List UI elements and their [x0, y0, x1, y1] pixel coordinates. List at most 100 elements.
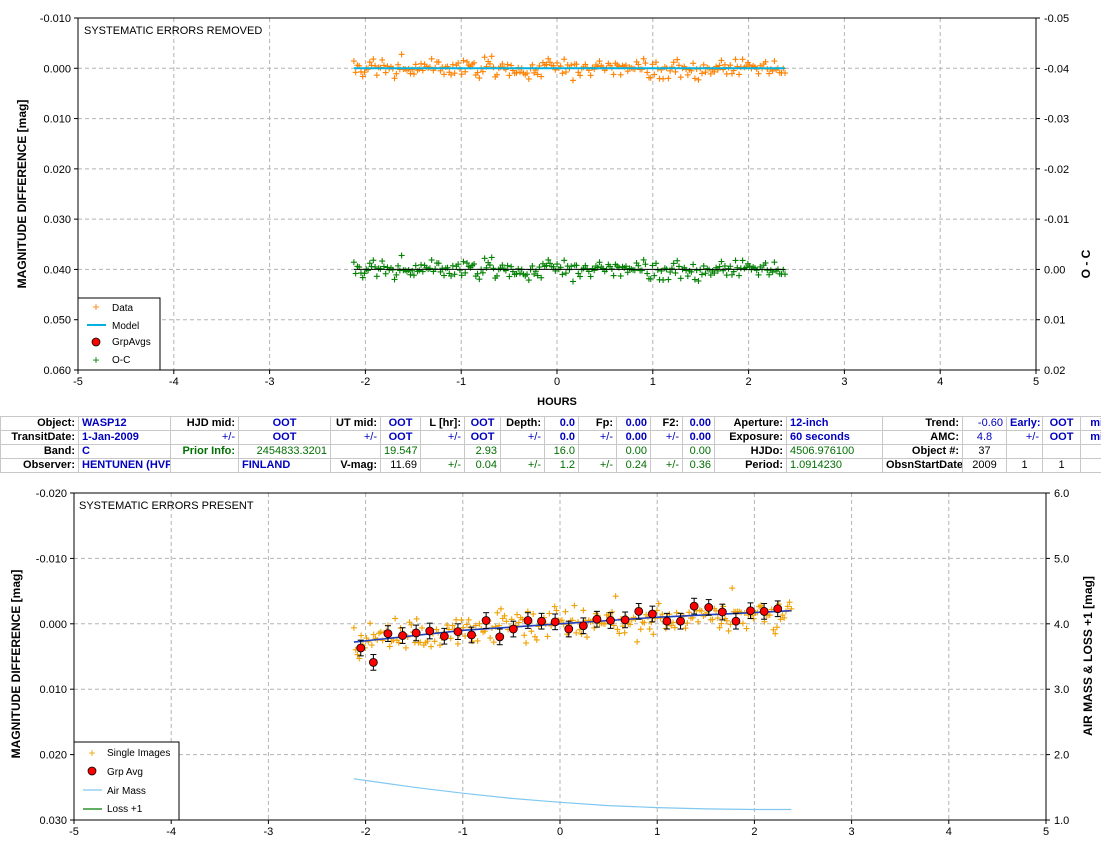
bottom-y2-axis-label: AIR MASS & LOSS +1 [mag] — [1081, 576, 1095, 736]
info-cell: TransitDate: — [0, 430, 79, 445]
info-cell: Band: — [0, 444, 79, 459]
x-tick-label: 4 — [937, 376, 943, 388]
grp-avg-point — [620, 615, 630, 625]
top-plot-frame — [77, 17, 1037, 371]
info-cell: C — [78, 444, 171, 459]
info-cell: 2.93 — [464, 444, 501, 459]
info-cell: OOT — [380, 430, 421, 445]
info-cell: UT mid: — [330, 416, 381, 431]
y2-tick-label: -0.01 — [1044, 214, 1069, 226]
grp-avg-point — [773, 604, 783, 614]
bottom-legend: + Single Images Grp Avg Air Mass Loss +1 — [73, 741, 180, 821]
grp-avg-point — [398, 631, 407, 640]
x-tick-label: -3 — [264, 826, 274, 838]
info-cell: Object: — [0, 416, 79, 431]
top-legend-marker-oc: + — [92, 353, 99, 367]
y-tick-label: 0.000 — [39, 619, 67, 631]
grp-avg-point — [578, 621, 588, 631]
bottom-y-axis-label: MAGNITUDE DIFFERENCE [mag] — [9, 570, 23, 759]
info-cell: 19.547 — [380, 444, 421, 459]
info-cell: +/- — [500, 430, 545, 445]
x-tick-label: -5 — [69, 826, 79, 838]
bottom-legend-label-single: Single Images — [107, 748, 170, 759]
top-legend-label-grpavgs: GrpAvgs — [112, 337, 151, 348]
observation-info-table: Object: WASP12 HJD mid: OOT UT mid: OOT L [hr]… — [0, 416, 1101, 473]
grp-avg-point — [689, 601, 699, 611]
info-cell: min — [1080, 416, 1101, 431]
info-cell: Depth: — [500, 416, 545, 431]
info-cell — [420, 444, 465, 459]
y-tick-label: 0.060 — [43, 365, 71, 377]
info-cell: 0.00 — [682, 416, 715, 431]
x-tick-label: 1 — [654, 826, 660, 838]
info-cell: V-mag: — [330, 458, 381, 473]
info-cell: Observer: — [0, 458, 79, 473]
y-tick-label: 0.010 — [43, 114, 71, 126]
grp-avg-point — [368, 657, 378, 667]
grp-avg-point — [508, 624, 518, 634]
x-tick-label: 3 — [849, 826, 855, 838]
y-tick-label: 0.030 — [39, 815, 67, 827]
info-row: TransitDate: 1-Jan-2009 +/- OOT +/- OOT +/- OOT… — [0, 430, 1101, 445]
grp-avg-point — [453, 627, 463, 637]
info-cell: -0.60 — [962, 416, 1007, 431]
info-cell: OOT — [238, 416, 331, 431]
info-cell: +/- — [650, 458, 683, 473]
info-cell: 4.8 — [962, 430, 1007, 445]
info-cell: +/- — [500, 458, 545, 473]
x-tick-label: -3 — [265, 376, 275, 388]
info-cell — [1042, 444, 1081, 459]
info-cell: 0.00 — [616, 444, 651, 459]
y2-tick-label: 2.0 — [1054, 750, 1069, 762]
grp-avg-point — [634, 606, 644, 616]
info-cell: Fp: — [578, 416, 617, 431]
info-cell: AMC: — [882, 430, 963, 445]
y2-tick-label: -0.05 — [1044, 13, 1069, 25]
top-chart-series — [350, 51, 789, 285]
y-tick-label: 0.050 — [43, 315, 71, 327]
grp-avg-point — [439, 631, 449, 641]
y-tick-label: 0.020 — [43, 164, 71, 176]
grp-avg-point — [411, 628, 421, 638]
grp-avg-point — [746, 606, 755, 616]
info-cell: 0.00 — [616, 430, 651, 445]
bottom-legend-box — [73, 741, 180, 821]
y-tick-label: -0.010 — [36, 553, 67, 565]
info-cell: min — [1080, 430, 1101, 445]
info-cell: +/- — [1006, 430, 1043, 445]
info-cell: OOT — [1042, 416, 1081, 431]
info-cell — [500, 444, 545, 459]
trend-fit-line — [353, 609, 792, 643]
info-cell: +/- — [578, 430, 617, 445]
top-chart-grid — [74, 17, 1040, 374]
top-legend-label-model: Model — [112, 321, 139, 332]
grp-avg-point — [537, 616, 546, 626]
info-cell: FINLAND — [238, 458, 331, 473]
y-tick-label: 0.040 — [43, 264, 71, 276]
info-cell — [650, 444, 683, 459]
y2-tick-label: 0.00 — [1044, 264, 1065, 276]
grp-avg-point — [523, 616, 533, 625]
info-cell: 1.0914230 — [786, 458, 883, 473]
y-tick-label: 0.000 — [43, 63, 71, 75]
info-cell: OOT — [238, 430, 331, 445]
info-cell — [170, 458, 239, 473]
top-legend-box — [77, 297, 161, 371]
y2-tick-label: 5.0 — [1054, 553, 1069, 565]
x-tick-label: -4 — [169, 376, 179, 388]
info-cell: 0.0 — [544, 416, 579, 431]
info-cell: 1-Jan-2009 — [78, 430, 171, 445]
info-cell: 0.0 — [544, 430, 579, 445]
grp-avg-point — [759, 606, 769, 616]
info-cell: F2: — [650, 416, 683, 431]
info-cell: Exposure: — [714, 430, 787, 445]
info-cell: OOT — [464, 416, 501, 431]
info-cell: 0.36 — [682, 458, 715, 473]
bottom-x-tick-labels: -5 -4 -3 -2 -1 0 1 2 3 4 5 — [69, 826, 1049, 838]
y2-tick-label: -0.03 — [1044, 114, 1069, 126]
info-cell: Period: — [714, 458, 787, 473]
grp-avg-point — [717, 607, 727, 617]
top-x-tick-labels: -5 -4 -3 -2 -1 0 1 2 3 4 5 — [73, 376, 1039, 388]
info-row: Object: WASP12 HJD mid: OOT UT mid: OOT L [hr]… — [0, 416, 1101, 431]
top-legend-label-oc: O-C — [112, 355, 130, 366]
